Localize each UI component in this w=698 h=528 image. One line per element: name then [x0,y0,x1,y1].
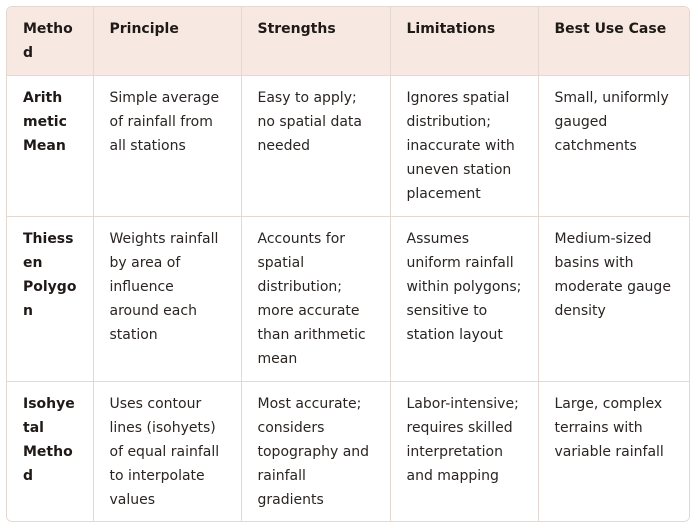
table-row: Isohyetal Method Uses contour lines (iso… [7,381,689,521]
principle-cell: Simple average of rainfall from all stat… [92,75,242,217]
strengths-cell: Accounts for spatial distribution; more … [240,216,391,382]
table-row: Arithmetic Mean Simple average of rainfa… [7,75,689,217]
limitations-cell: Ignores spatial distribution; inaccurate… [389,75,539,217]
header-limitations: Limitations [389,7,539,76]
best-use-cell: Medium-sized basins with moderate gauge … [537,216,689,382]
header-strengths: Strengths [240,7,391,76]
header-row: Method Principle Strengths Limitations B… [7,7,689,76]
table-row: Thiessen Polygon Weights rainfall by are… [7,216,689,382]
rainfall-methods-table: Method Principle Strengths Limitations B… [7,7,689,521]
principle-cell: Uses contour lines (isohyets) of equal r… [92,381,242,521]
method-cell: Arithmetic Mean [7,75,94,217]
method-cell: Thiessen Polygon [7,216,94,382]
header-best-use-case: Best Use Case [537,7,689,76]
best-use-cell: Large, complex terrains with variable ra… [537,381,689,521]
strengths-cell: Easy to apply; no spatial data needed [240,75,391,217]
strengths-cell: Most accurate; considers topography and … [240,381,391,521]
best-use-cell: Small, uniformly gauged catchments [537,75,689,217]
comparison-table: Method Principle Strengths Limitations B… [6,6,690,522]
limitations-cell: Assumes uniform rainfall within polygons… [389,216,539,382]
limitations-cell: Labor-intensive; requires skilled interp… [389,381,539,521]
header-principle: Principle [92,7,242,76]
header-method: Method [7,7,94,76]
principle-cell: Weights rainfall by area of influence ar… [92,216,242,382]
method-cell: Isohyetal Method [7,381,94,521]
